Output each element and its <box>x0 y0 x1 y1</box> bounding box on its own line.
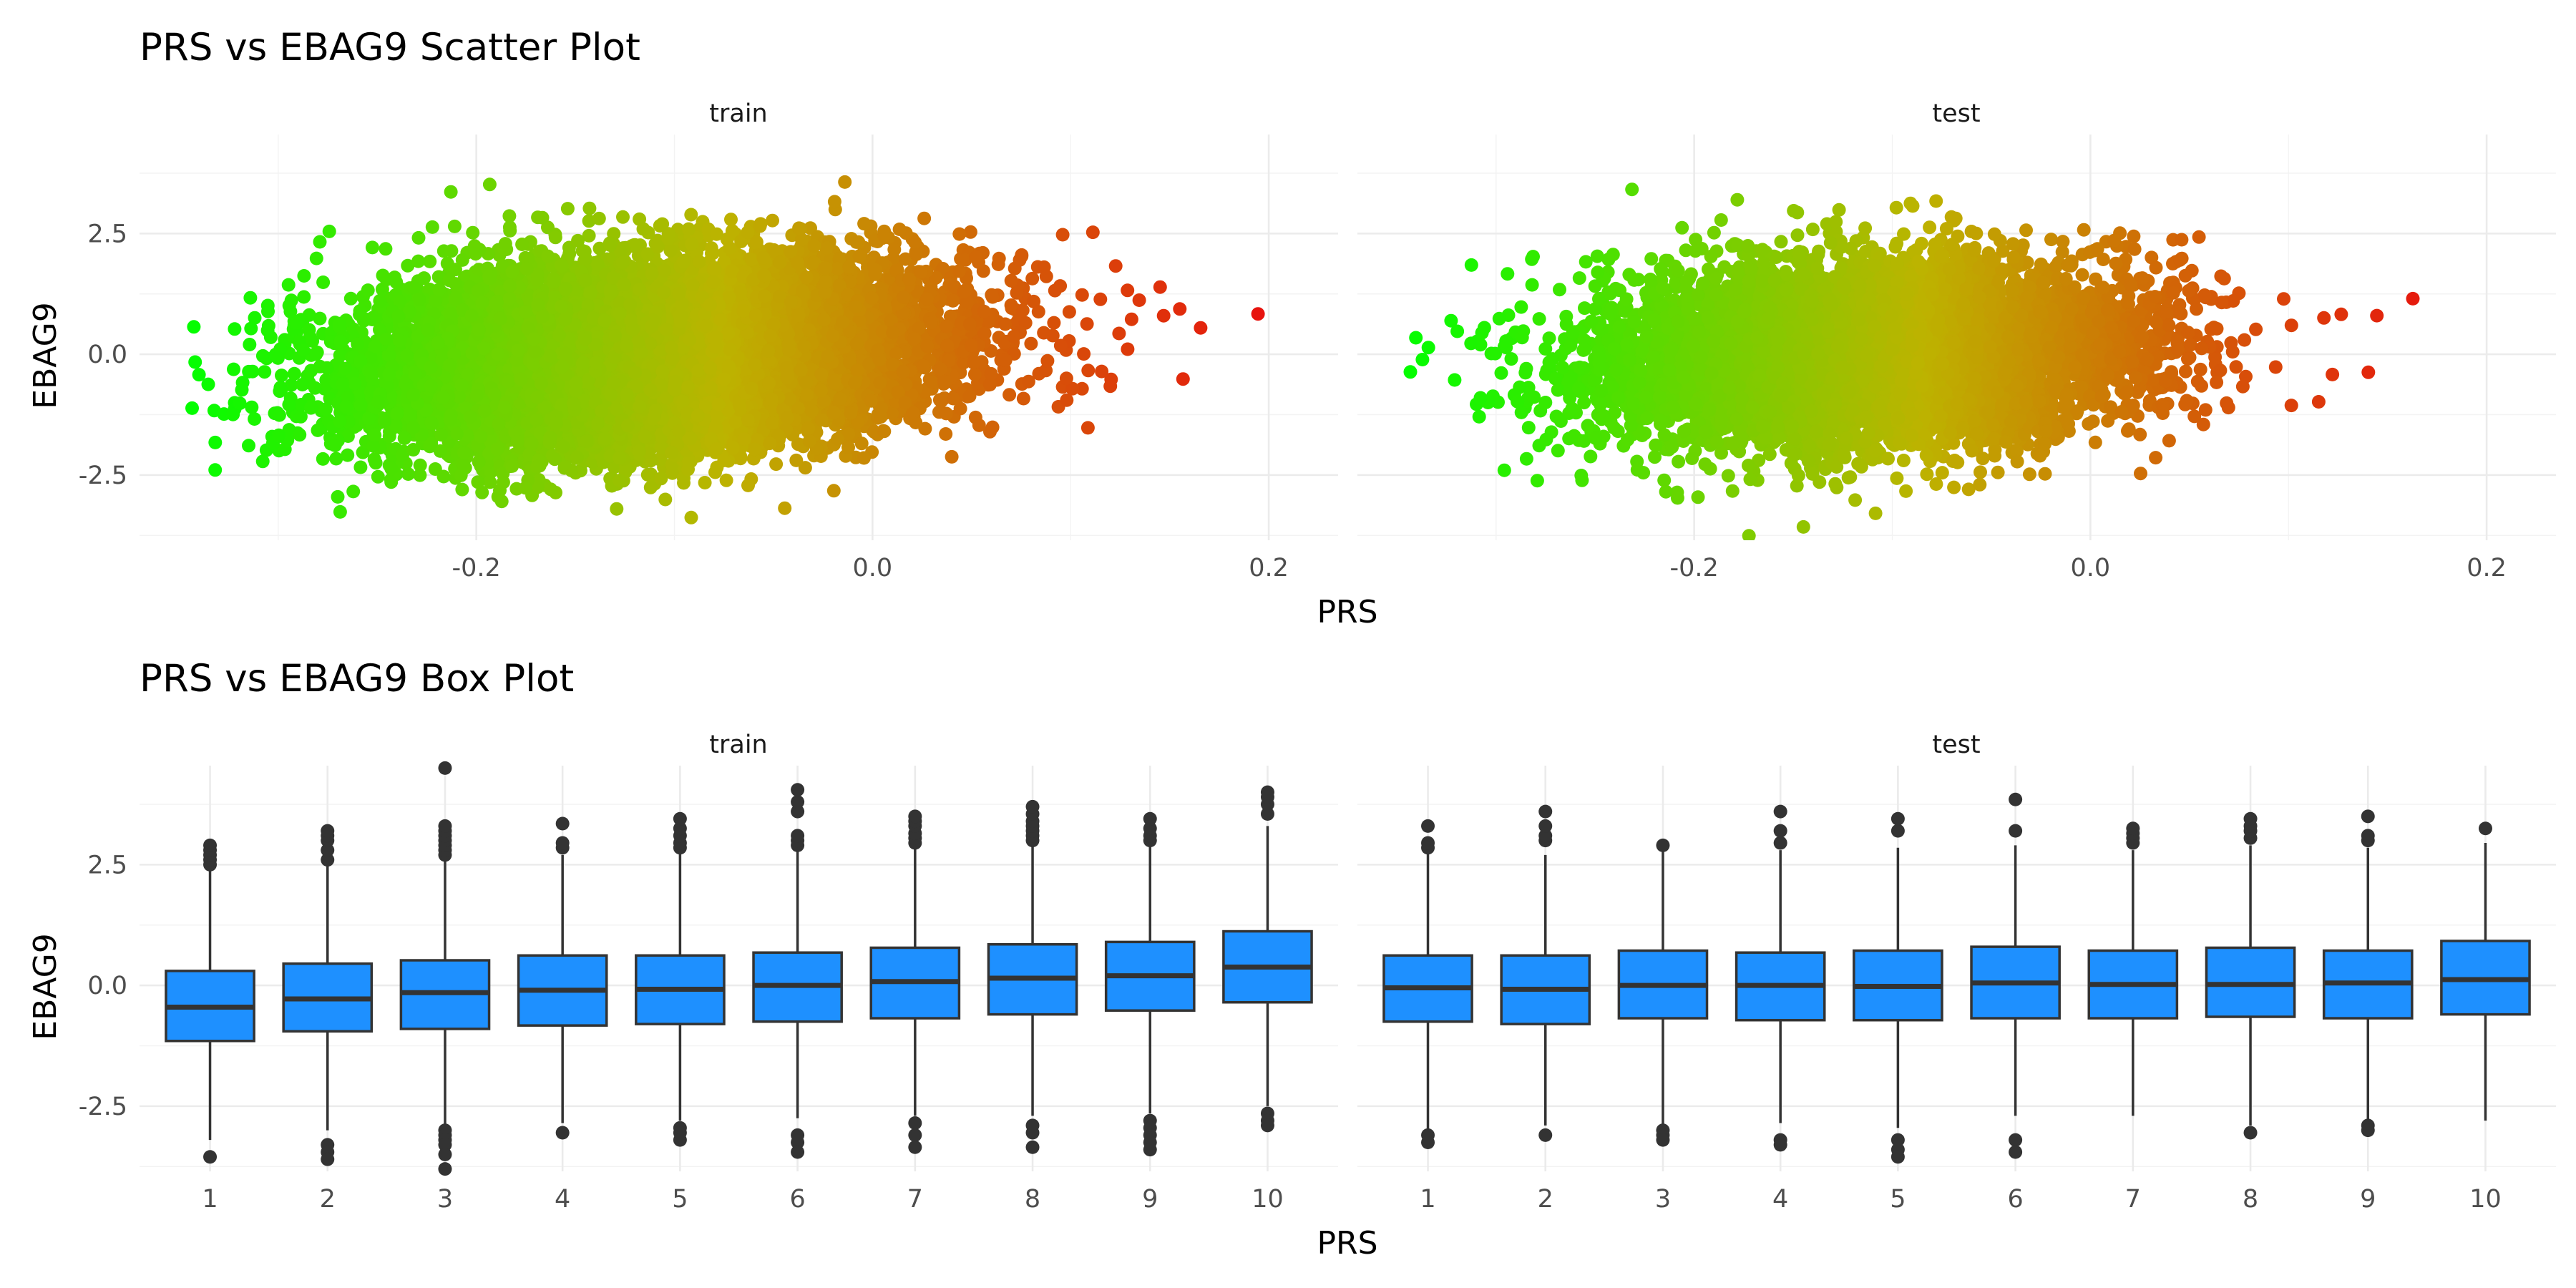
scatter-point <box>1075 288 1089 302</box>
scatter-point <box>998 317 1013 331</box>
scatter-point <box>353 460 368 474</box>
scatter-point <box>778 501 792 515</box>
scatter-point <box>454 468 468 482</box>
scatter-point <box>643 480 658 494</box>
scatter-point <box>658 492 673 507</box>
scatter-chart-title: PRS vs EBAG9 Scatter Plot <box>140 26 640 69</box>
scatter-strip-train: train <box>709 99 767 128</box>
scatter-point <box>1132 293 1146 307</box>
scatter-point <box>356 445 370 459</box>
scatter-panel-train: train -0.2 0.0 0.2 <box>140 99 1338 582</box>
scatter-chart: PRS vs EBAG9 Scatter Plot train -0.2 0.0 0… <box>27 26 2556 630</box>
scatter-point <box>308 381 322 395</box>
scatter-point <box>1085 225 1100 240</box>
scatter-point <box>1081 364 1096 378</box>
scatter-point <box>401 258 415 273</box>
scatter-point <box>610 502 624 516</box>
scatter-point <box>329 452 343 466</box>
scatter-point <box>309 251 323 265</box>
scatter-point <box>502 209 517 223</box>
scatter-point <box>1047 316 1061 330</box>
scatter-point <box>316 452 330 466</box>
scatter-point <box>423 254 437 268</box>
scatter-point <box>208 463 223 477</box>
scatter-point <box>185 401 199 415</box>
scatter-point <box>333 504 347 519</box>
scatter-point <box>719 473 733 487</box>
scatter-point <box>1112 326 1126 341</box>
scatter-point <box>413 468 427 482</box>
scatter-point <box>281 278 296 292</box>
scatter-point <box>228 322 242 336</box>
scatter-point <box>346 484 361 499</box>
scatter-point <box>616 210 630 224</box>
scatter-point <box>1055 228 1070 242</box>
scatter-point <box>1124 312 1138 326</box>
scatter-point <box>322 224 336 238</box>
scatter-point <box>1156 308 1171 323</box>
scatter-point <box>1080 421 1095 435</box>
scatter-point <box>242 439 255 453</box>
scatter-point <box>1015 249 1029 263</box>
scatter-point <box>503 223 517 238</box>
scatter-point <box>1075 381 1089 396</box>
scatter-points-train <box>185 175 1265 525</box>
scatter-point <box>425 220 439 234</box>
scatter-point <box>592 241 607 255</box>
scatter-point <box>826 484 841 498</box>
scatter-point <box>1077 347 1091 361</box>
scatter-point <box>313 311 327 326</box>
scatter-point <box>245 400 259 414</box>
scatter-point <box>1121 283 1135 298</box>
scatter-point <box>1024 336 1038 351</box>
scatter-point <box>1062 305 1076 319</box>
scatter-point <box>297 290 311 304</box>
scatter-point <box>243 291 258 305</box>
scatter-point <box>482 177 497 192</box>
scatter-point <box>361 283 375 298</box>
scatter-point <box>560 202 575 216</box>
scatter-point <box>945 449 959 464</box>
scatter-point <box>255 454 270 469</box>
